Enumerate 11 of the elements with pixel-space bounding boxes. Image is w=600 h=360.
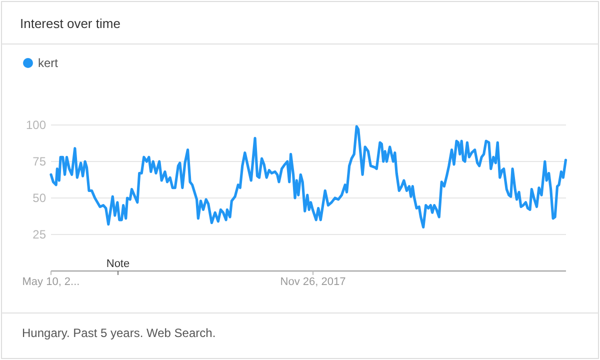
y-tick-label: 75 (32, 154, 46, 168)
x-tick-label: Nov 26, 2017 (280, 276, 346, 288)
text: Hungary. Past 5 years. Web Search. (22, 326, 216, 340)
line-series (50, 125, 568, 228)
legend-label: kert (38, 56, 59, 70)
x-tick-label: May 10, 2... (22, 276, 80, 288)
annotation: Note (106, 258, 130, 270)
chart-title: Interest over time (20, 16, 120, 31)
y-tick-label: 50 (32, 191, 46, 205)
y-tick-label: 25 (32, 228, 46, 242)
y-tick-label: 100 (26, 118, 46, 132)
